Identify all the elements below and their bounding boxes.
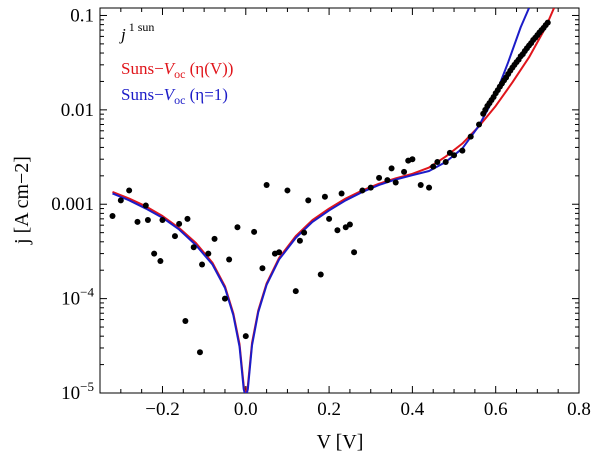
legend-entry-sub: oc [174, 67, 185, 81]
legend-title-var: j [119, 25, 126, 44]
legend-entry-var: V [164, 85, 177, 104]
scatter-point [117, 197, 124, 204]
scatter-point [442, 159, 449, 166]
scatter-point [346, 221, 353, 228]
scatter-point [467, 133, 474, 140]
y-tick-label: 10−5 [61, 379, 94, 404]
y-tick-exponent: −4 [80, 285, 94, 300]
scatter-point [151, 250, 158, 257]
scatter-point [263, 181, 270, 188]
scatter-point [184, 215, 191, 222]
legend-entry-suffix: (η=1) [185, 85, 228, 104]
scatter-point [359, 187, 366, 194]
scatter-point [292, 288, 299, 295]
x-tick-label: −0.2 [145, 399, 179, 420]
scatter-point [384, 177, 391, 184]
legend-entry-prefix: Suns− [121, 85, 164, 104]
scatter-point [284, 187, 291, 194]
tick-marks [100, 8, 580, 394]
scatter-point [196, 349, 203, 356]
legend-entry-var: V [164, 59, 177, 78]
scatter-point [476, 121, 483, 128]
scatter-point [276, 249, 283, 256]
scatter-point [226, 256, 233, 263]
scatter-point [317, 271, 324, 278]
legend-title-sup: 1 sun [129, 20, 155, 34]
scatter-point [392, 179, 399, 186]
scatter-point [251, 228, 258, 235]
scatter-point [401, 168, 408, 175]
y-tick-label: 0.1 [70, 5, 94, 26]
scatter-point [234, 224, 241, 231]
x-tick-label: 0.8 [567, 399, 591, 420]
scatter-point [242, 333, 249, 340]
x-tick-label: 0.0 [234, 399, 258, 420]
scatter-point [190, 244, 197, 251]
scatter-point [171, 233, 178, 240]
scatter-point [211, 235, 218, 242]
scatter-point [426, 184, 433, 191]
y-axis-label: j [A cm−2] [11, 156, 33, 245]
x-tick-label: 0.2 [317, 399, 341, 420]
scatter-point [417, 181, 424, 188]
scatter-point [134, 218, 141, 225]
scatter-point [157, 258, 164, 265]
series-layer [109, 8, 555, 393]
legend-entry-suffix: (η(V)) [185, 59, 233, 78]
scatter-point [351, 249, 358, 256]
scatter-point [205, 250, 212, 257]
scatter-point [182, 317, 189, 324]
scatter-point [434, 159, 441, 166]
scatter-point [338, 190, 345, 197]
scatter-point [159, 217, 166, 224]
scatter-point [544, 19, 551, 26]
x-tick-label: 0.6 [484, 399, 508, 420]
scatter-point [430, 163, 437, 170]
legend-entry: Suns−Voc (η=1) [121, 85, 228, 107]
scatter-point [296, 237, 303, 244]
y-tick-label: 0.01 [61, 100, 94, 121]
y-tick-base: 10 [61, 383, 80, 404]
scatter-point [376, 174, 383, 181]
x-tick-label: 0.4 [401, 399, 425, 420]
scatter-point [259, 265, 266, 272]
y-tick-exponent: −5 [80, 379, 94, 394]
scatter-point [451, 152, 458, 159]
legend-entry: Suns−Voc (η(V)) [121, 59, 233, 81]
scatter-point [409, 156, 416, 163]
scatter-point [142, 202, 149, 209]
plot-frame [99, 7, 580, 394]
scatter-point [176, 220, 183, 227]
y-tick-label: 10−4 [61, 285, 94, 310]
scatter-point [388, 165, 395, 172]
x-axis-label: V [V] [317, 431, 364, 453]
scatter-point [109, 213, 116, 220]
scatter-point [221, 295, 228, 302]
scatter-point [126, 187, 133, 194]
scatter-point [199, 261, 206, 268]
legend-entry-sub: oc [174, 93, 185, 107]
scatter-point [334, 227, 341, 234]
scatter-point [367, 184, 374, 191]
legend-entry-prefix: Suns− [121, 59, 164, 78]
x-tick-labels: −0.2 0.0 0.2 0.4 0.6 0.8 [145, 399, 591, 420]
scatter-point [301, 229, 308, 236]
scatter-point [459, 147, 466, 154]
y-tick-base: 10 [61, 289, 80, 310]
scatter-point [321, 193, 328, 200]
line-series-eta-1 [112, 8, 530, 393]
y-tick-label: 0.001 [51, 194, 94, 215]
scatter-point [144, 217, 151, 224]
scatter-point [305, 197, 312, 204]
scatter-point [326, 215, 333, 222]
